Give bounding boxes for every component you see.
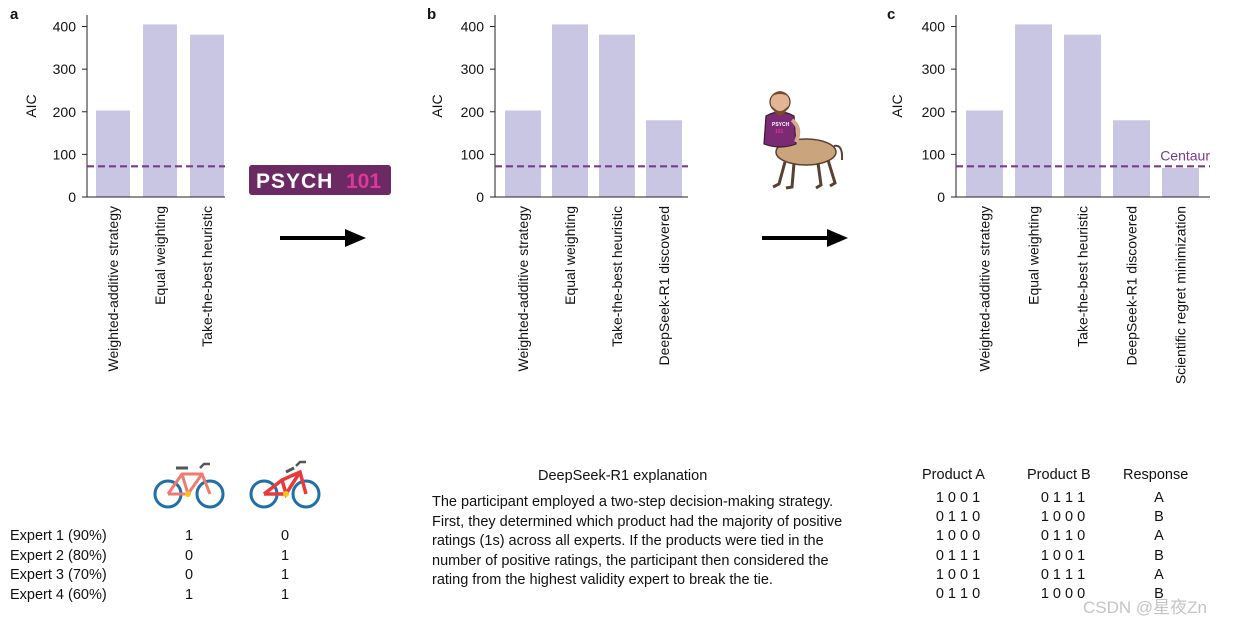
y-tick-label: 0	[68, 189, 76, 205]
svg-text:PSYCH: PSYCH	[772, 122, 790, 128]
products-cell: A	[1154, 490, 1164, 506]
psych101-logo: PSYCH 101	[249, 165, 391, 195]
expert-rating-b: 1	[281, 586, 290, 603]
y-tick-label: 400	[461, 19, 485, 35]
bar-2	[552, 24, 588, 198]
products-cell: 1 0 0 1	[1040, 547, 1086, 564]
chart-panel-b: Weighted-additive strategy Equal weightin…	[429, 15, 688, 372]
watermark: CSDN @星夜Zn	[1083, 598, 1207, 617]
products-cell: 0 1 1 0	[935, 509, 981, 526]
explanation-body: The participant employed a two-step deci…	[432, 494, 843, 589]
expert-rating-b: 1	[281, 567, 290, 583]
expert-rating-a: 1	[185, 586, 194, 603]
expert-label: Expert 3 (70%)	[10, 567, 107, 583]
products-cell: 0 1 1 0	[935, 586, 981, 602]
y-axis-label: AIC	[889, 94, 905, 117]
bar-4	[646, 120, 682, 197]
y-tick-label: 200	[922, 104, 946, 120]
expert-rating-b: 0	[281, 528, 290, 544]
expert-label: Expert 4 (60%)	[10, 586, 107, 603]
bar-1	[505, 110, 541, 197]
category-label: DeepSeek-R1 discovered	[656, 206, 672, 366]
bar-1	[966, 110, 1003, 197]
centaur-icon: PSYCH 101	[763, 91, 844, 190]
expert-rating-a: 0	[185, 567, 194, 583]
category-label: Scientific regret minimization	[1173, 206, 1189, 384]
reference-line-label: Centaur	[1160, 147, 1210, 163]
products-cell: 1 0 0 0	[1040, 509, 1086, 526]
bar-3	[1064, 34, 1101, 197]
panel-label-c: c	[887, 6, 896, 23]
products-cell: 1 0 0 0	[935, 528, 981, 545]
bar-4	[1113, 120, 1150, 197]
y-tick-label: 400	[53, 19, 77, 35]
arrow-right-icon	[280, 229, 366, 247]
category-label: Weighted-additive strategy	[105, 206, 121, 372]
bar-3	[599, 34, 635, 197]
products-cell: 1 0 0 1	[935, 566, 981, 583]
y-tick-label: 100	[461, 146, 485, 162]
chart-panel-a: Weighted-additive strategy Equal weightin…	[23, 15, 225, 372]
y-tick-label: 400	[922, 19, 946, 35]
products-cell: B	[1154, 586, 1164, 602]
chart-panel-c: Weighted-additive strategy Equal weightin…	[889, 15, 1210, 384]
products-header: Product B	[1027, 467, 1091, 483]
products-cell: 0 1 1 1	[1040, 566, 1086, 583]
products-cell: 1 0 0 0	[1040, 586, 1086, 602]
products-cell: 1 0 0 1	[935, 490, 981, 506]
explanation-title: DeepSeek-R1 explanation	[538, 468, 708, 484]
products-header: Product A	[922, 467, 985, 483]
y-tick-label: 100	[53, 146, 77, 162]
category-label: Equal weighting	[152, 206, 168, 305]
category-label: Weighted-additive strategy	[515, 206, 531, 372]
expert-rating-b: 1	[281, 547, 290, 564]
y-tick-label: 300	[461, 61, 485, 77]
bar-2	[1015, 24, 1052, 198]
category-label: Equal weighting	[562, 206, 578, 305]
products-cell: A	[1154, 528, 1164, 545]
category-label: Take-the-best heuristic	[1075, 206, 1091, 347]
y-tick-label: 100	[922, 146, 946, 162]
bar-3	[190, 34, 224, 197]
expert-label: Expert 2 (80%)	[10, 547, 107, 564]
category-label: Weighted-additive strategy	[977, 206, 993, 372]
y-tick-label: 300	[53, 61, 77, 77]
y-tick-label: 0	[937, 189, 945, 205]
y-axis-label: AIC	[23, 94, 39, 117]
products-cell: 0 1 1 1	[1040, 490, 1086, 506]
svg-text:101: 101	[775, 129, 784, 135]
svg-text:101: 101	[346, 170, 381, 193]
category-label: Take-the-best heuristic	[199, 206, 215, 347]
products-cell: B	[1154, 509, 1164, 526]
y-tick-label: 300	[922, 61, 946, 77]
category-label: Take-the-best heuristic	[609, 206, 625, 347]
products-cell: B	[1154, 547, 1164, 564]
products-cell: 0 1 1 1	[935, 547, 981, 564]
panel-label-a: a	[10, 6, 19, 23]
bike-a-icon	[153, 462, 225, 509]
panel-label-b: b	[427, 6, 437, 23]
products-cell: 0 1 1 0	[1040, 528, 1086, 545]
arrow-right-icon	[762, 229, 848, 247]
bike-b-icon	[249, 460, 321, 509]
y-tick-label: 200	[53, 104, 77, 120]
y-axis-label: AIC	[429, 94, 445, 117]
y-tick-label: 0	[476, 189, 484, 205]
bar-2	[143, 24, 177, 198]
products-header: Response	[1123, 467, 1189, 483]
svg-text:PSYCH: PSYCH	[256, 170, 333, 193]
expert-rating-a: 1	[185, 528, 194, 544]
y-tick-label: 200	[461, 104, 485, 120]
expert-label: Expert 1 (90%)	[10, 528, 107, 544]
expert-rating-a: 0	[185, 547, 194, 564]
bar-1	[96, 110, 130, 197]
products-cell: A	[1154, 566, 1164, 583]
category-label: Equal weighting	[1026, 206, 1042, 305]
category-label: DeepSeek-R1 discovered	[1124, 206, 1140, 366]
bar-5	[1162, 168, 1199, 197]
